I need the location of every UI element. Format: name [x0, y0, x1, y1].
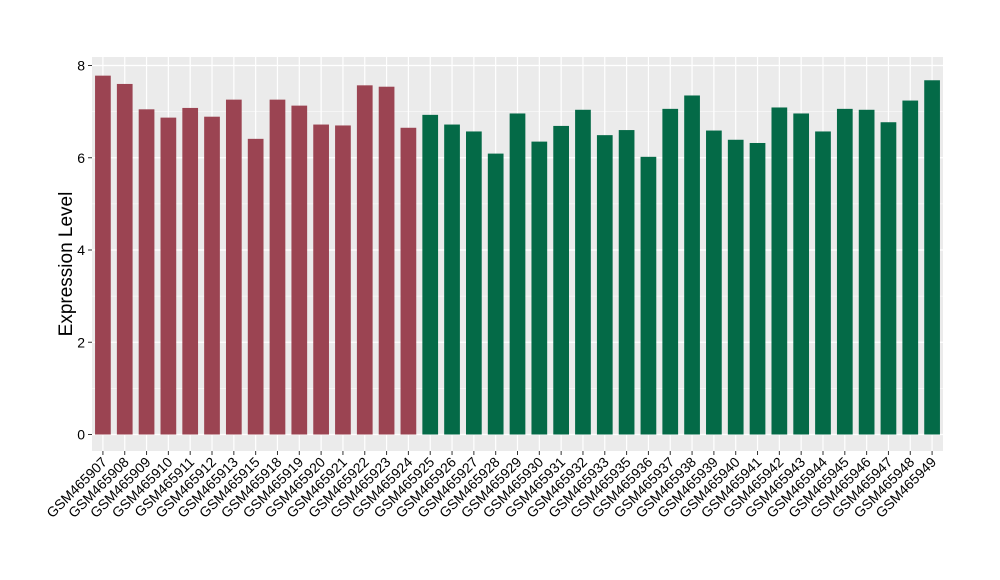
y-axis-title: Expression Level	[56, 192, 77, 337]
bar-gsm465933	[596, 135, 613, 435]
y-tick-label: 4	[77, 242, 85, 258]
bar-gsm465928	[487, 153, 504, 435]
y-tick-label: 8	[77, 58, 85, 74]
bar-gsm465925	[422, 114, 439, 435]
bar-gsm465921	[335, 125, 351, 435]
bar-gsm465937	[662, 108, 679, 435]
bar-gsm465940	[727, 139, 744, 435]
bar-gsm465918	[269, 99, 286, 435]
bar-gsm465926	[444, 124, 460, 435]
bar-gsm465909	[138, 109, 155, 435]
bar-gsm465941	[749, 142, 766, 435]
bar-gsm465939	[706, 130, 722, 435]
bar-gsm465908	[116, 83, 133, 435]
bar-gsm465923	[378, 86, 395, 435]
bar-gsm465919	[291, 105, 308, 435]
bar-gsm465920	[313, 124, 329, 435]
bar-gsm465935	[618, 130, 635, 435]
bar-gsm465932	[575, 109, 591, 435]
bar-gsm465942	[771, 107, 788, 435]
bar-gsm465945	[836, 108, 853, 435]
y-tick-label: 6	[77, 150, 85, 166]
bar-gsm465912	[204, 116, 220, 435]
bar-gsm465949	[924, 80, 940, 435]
y-tick-label: 0	[77, 427, 85, 443]
y-axis: 0 2 4 6 8	[77, 58, 92, 443]
bar-gsm465911	[182, 107, 199, 435]
bar-gsm465936	[640, 156, 657, 435]
x-axis: GSM465907GSM465908GSM465909GSM465910GSM4…	[43, 451, 939, 521]
bar-gsm465938	[684, 95, 700, 435]
bars	[95, 75, 940, 435]
bar-gsm465927	[466, 131, 482, 435]
bar-gsm465910	[160, 117, 177, 435]
bar-gsm465922	[356, 85, 373, 435]
bar-gsm465913	[225, 99, 242, 435]
bar-gsm465907	[95, 75, 111, 435]
bar-gsm465930	[531, 141, 548, 435]
bar-gsm465929	[509, 113, 526, 435]
bar-gsm465931	[553, 125, 569, 435]
bar-gsm465943	[793, 113, 810, 435]
bar-gsm465947	[880, 122, 897, 435]
y-tick-label: 2	[77, 334, 85, 350]
bar-gsm465915	[247, 138, 264, 435]
bar-gsm465924	[400, 127, 417, 435]
bar-gsm465948	[902, 100, 919, 435]
bar-gsm465946	[858, 109, 875, 435]
bar-gsm465944	[815, 131, 831, 435]
